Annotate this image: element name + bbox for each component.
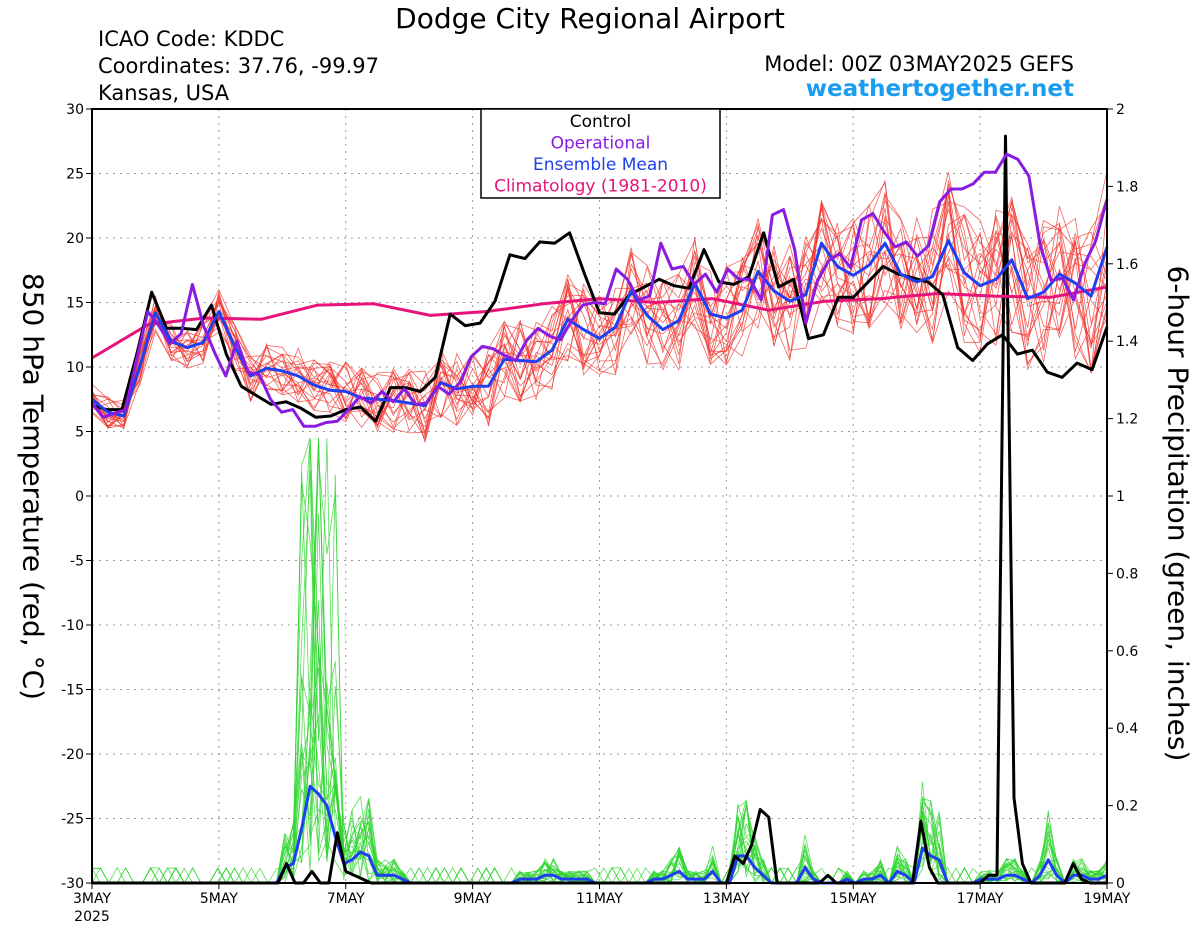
y2-tick-label: 0 [1116,876,1125,892]
precipitation-member-line [92,744,1108,884]
precipitation-member-line [92,474,1108,885]
coordinates: Coordinates: 37.76, -99.97 [98,54,379,78]
legend-entry: Ensemble Mean [533,155,668,175]
precipitation-member-line [91,481,1108,885]
y-tick-label: -10 [61,618,84,634]
temperature-ensemble-mean-line [91,239,1109,418]
y2-tick-label: 1.2 [1116,412,1138,428]
precipitation-member-line [92,647,1108,884]
y2-tick-label: 0.6 [1116,644,1138,660]
y-tick-label: 20 [66,231,84,247]
y2-tick-label: 0.4 [1116,721,1138,737]
x-tick-label: 3MAY [73,891,111,907]
y-tick-label: 10 [66,360,84,376]
y-axis-label-right: 6-hour Precipitation (green, inches) [1161,265,1195,762]
temperature-operational-line [90,152,1109,428]
axes: 302520151050-5-10-15-20-25-3021.81.61.41… [61,102,1138,925]
temperature-member-line [91,204,1108,414]
location: Kansas, USA [98,81,230,105]
x-tick-label: 11MAY [576,891,623,907]
model-run: Model: 00Z 03MAY2025 GEFS [764,52,1074,76]
grid-lines [92,109,1107,883]
y-tick-label: -5 [70,554,84,570]
y2-tick-label: 1.4 [1116,334,1138,350]
y-tick-label: -15 [61,683,84,699]
temperature-member-line [91,180,1108,439]
legend-entry: Climatology (1981-2010) [494,177,707,197]
x-tick-label: 13MAY [703,891,750,907]
y-tick-label: 0 [75,489,84,505]
y-tick-label: -20 [61,747,84,763]
x-tick-year: 2025 [74,909,110,925]
precipitation-member-line [91,699,1108,885]
y2-tick-label: 2 [1116,102,1125,118]
temperature-member-line [91,206,1108,420]
legend-box [480,108,721,199]
precipitation-ensemble-mean-line [92,784,1108,885]
y-tick-label: 5 [75,425,84,441]
icao-code: ICAO Code: KDDC [98,27,285,51]
y2-tick-label: 1 [1116,489,1125,505]
x-tick-label: 5MAY [200,891,238,907]
website-link[interactable]: weathertogether.net [805,76,1074,102]
y2-tick-label: 0.2 [1116,799,1138,815]
y2-tick-label: 1.8 [1116,179,1138,195]
y-tick-label: 30 [66,102,84,118]
y-tick-label: -30 [61,876,84,892]
legend-entry: Operational [551,134,651,154]
x-tick-label: 19MAY [1084,891,1131,907]
temperature-control-line [91,231,1109,423]
y2-tick-label: 0.8 [1116,566,1138,582]
y-tick-label: 25 [66,167,84,183]
temperature-member-line [91,191,1108,426]
x-tick-label: 15MAY [830,891,877,907]
x-tick-label: 7MAY [327,891,365,907]
x-tick-label: 17MAY [957,891,1004,907]
y-tick-label: -25 [61,812,84,828]
temperature-climatology-1981-2010-line [91,285,1108,360]
y2-tick-label: 1.6 [1116,257,1138,273]
y-tick-label: 15 [66,296,84,312]
chart-title: Dodge City Regional Airport [395,2,785,35]
legend-entry: Control [570,112,631,132]
y-axis-label-left: 850 hPa Temperature (red, °C) [16,272,50,701]
x-tick-label: 9MAY [454,891,492,907]
